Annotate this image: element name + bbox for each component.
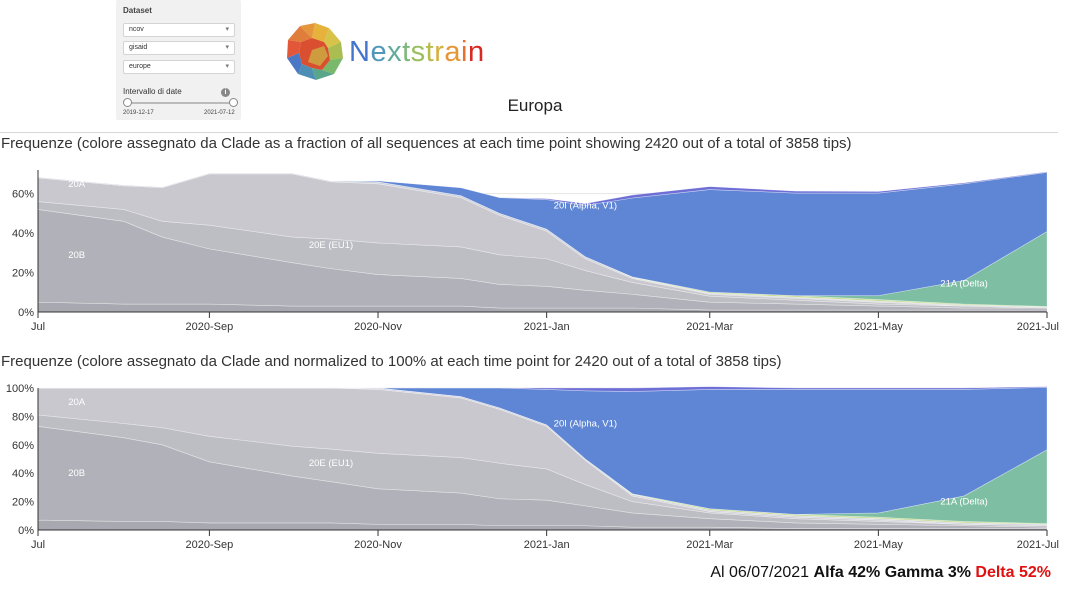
y-tick-label: 100% [6,383,34,395]
series-label: 20I (Alpha, V1) [554,418,617,429]
date-range-start: 2019-12-17 [123,110,154,116]
summary-date: Al 06/07/2021 [710,564,810,581]
series-label: 21A (Delta) [940,496,988,507]
x-tick-label: 2020-Sep [186,539,234,551]
area-series-violet[interactable] [37,171,1048,206]
date-range-label: Intervallo di date [123,87,182,96]
summary-delta: Delta 52% [975,564,1051,581]
x-tick-label: 2021-Jan [524,539,570,551]
date-range-end-handle[interactable] [229,98,238,107]
dataset-select-value: europe [129,63,151,70]
summary-gamma: Gamma 3% [884,564,971,581]
x-tick-label: 2021-Jul [1017,321,1059,333]
y-tick-label: 20% [12,268,34,280]
x-tick-label: 2021-Mar [686,539,733,551]
y-tick-label: 40% [12,468,34,480]
chart-title-absolute: Frequenze (colore assegnato da Clade as … [1,135,852,152]
frequency-chart-normalized: 0% 20% 40% 60% 80% 100% Jul 2020-Sep 2020-Nov 202… [6,383,1059,551]
x-tick-label: 2021-May [854,321,903,333]
x-tick-label: 2020-Sep [186,321,234,333]
series-label: 21A (Delta) [940,278,988,289]
divider [0,132,1058,133]
info-icon[interactable]: i [221,88,230,97]
x-tick-label: 2021-Mar [686,321,733,333]
summary-footer: Al 06/07/2021 Alfa 42% Gamma 3% Delta 52… [710,564,1051,582]
x-tick-label: 2021-May [854,539,903,551]
y-tick-label: 20% [12,497,34,509]
chevron-down-icon: ▾ [225,26,229,33]
brand-name: Nextstrain [349,36,485,68]
x-tick-label: 2021-Jan [524,321,570,333]
series-label: 20A [68,179,86,190]
y-tick-label: 0% [18,307,34,319]
x-tick-label: 2020-Nov [354,539,402,551]
dataset-label: Dataset [123,6,152,15]
summary-alfa: Alfa 42% [813,564,881,581]
series-label: 20A [68,397,86,408]
y-tick-label: 80% [12,411,34,423]
dataset-select-europe[interactable]: europe ▾ [123,60,235,74]
y-tick-label: 60% [12,440,34,452]
dataset-select-value: ncov [129,26,144,33]
x-tick-label: Jul [31,321,45,333]
x-tick-label: Jul [31,539,45,551]
chart-title-normalized: Frequenze (colore assegnato da Clade and… [1,353,782,370]
series-label: 20E (EU1) [309,458,353,469]
x-tick-label: 2021-Jul [1017,539,1059,551]
date-range-track[interactable] [127,102,234,104]
y-tick-label: 40% [12,228,34,240]
dataset-select-value: gisaid [129,44,148,51]
series-label: 20B [68,250,85,261]
date-range-start-handle[interactable] [123,98,132,107]
chevron-down-icon: ▾ [225,44,229,51]
y-tick-label: 60% [12,189,34,201]
series-label: 20I (Alpha, V1) [554,200,617,211]
chevron-down-icon: ▾ [225,63,229,70]
x-tick-label: 2020-Nov [354,321,402,333]
region-title: Europa [507,96,563,115]
nextstrain-logo-icon [286,22,344,80]
area-series-violet[interactable] [38,386,1048,392]
date-range-end: 2021-07-12 [204,110,235,116]
dataset-panel: Dataset ncov ▾ gisaid ▾ europe ▾ Interva… [116,0,241,120]
y-tick-label: 0% [18,525,34,537]
frequency-chart-absolute: 0% 20% 40% 60% Jul 2020-Sep 2020-Nov 2021-Jan 20… [12,170,1059,333]
series-label: 20B [68,468,85,479]
dataset-select-gisaid[interactable]: gisaid ▾ [123,41,235,55]
dataset-select-ncov[interactable]: ncov ▾ [123,23,235,37]
series-label: 20E (EU1) [309,240,353,251]
